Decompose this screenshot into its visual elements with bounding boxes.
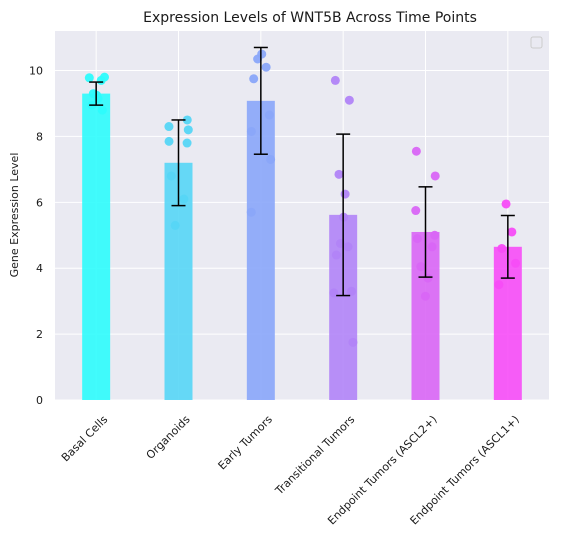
y-tick-label: 10 [29,65,43,78]
x-tick-labels: Basal Cells Organoids Early TumorsTransiti… [59,413,522,528]
bar [82,93,111,401]
y-tick-labels: 0 2 4 6 8 10 [29,65,43,407]
data-point [427,242,437,252]
bars-group [82,93,522,401]
data-point [249,74,259,84]
data-point [97,105,107,115]
data-point [329,288,339,298]
data-point [343,242,353,252]
legend-box [530,36,543,49]
data-point [501,199,511,209]
data-point [179,194,189,204]
y-tick-label: 6 [36,196,43,209]
data-point [261,62,271,72]
data-point [264,110,274,120]
data-point [182,138,192,148]
data-point [164,136,174,146]
data-point [416,262,426,272]
data-point [344,95,354,105]
data-point [331,250,341,260]
data-point [507,227,517,237]
data-point [183,125,193,135]
data-point [511,258,521,268]
data-point [164,122,174,132]
chart-title: Expression Levels of WNT5B Across Time P… [143,10,477,26]
data-point [170,220,180,230]
data-point [412,234,422,244]
x-tick-label: Transitional Tumors [272,413,357,498]
data-point [430,171,440,181]
data-point [430,230,440,240]
data-point [253,54,263,64]
data-point [340,189,350,199]
data-point [420,291,430,301]
data-point [494,280,504,290]
data-point [84,73,94,83]
data-point [330,75,340,85]
x-tick-label: Organoids [144,413,193,462]
data-point [334,169,344,179]
x-tick-label: Basal Cells [59,413,111,465]
data-point [246,207,256,217]
y-tick-label: 0 [36,394,43,407]
y-tick-label: 2 [36,328,43,341]
data-point [166,171,176,181]
data-point [497,243,507,253]
error-bars-group [89,46,515,297]
data-point [96,75,106,85]
y-axis-label: Gene Expression Level [8,153,21,278]
y-tick-label: 8 [36,130,43,143]
x-tick-label: Early Tumors [216,413,276,473]
plot-area [55,31,549,400]
data-point [182,115,192,125]
data-point [411,206,421,216]
data-point [411,146,421,156]
data-point [346,286,356,296]
y-tick-label: 4 [36,262,43,275]
data-point [246,126,256,136]
data-point [266,154,276,164]
data-point [348,337,358,347]
